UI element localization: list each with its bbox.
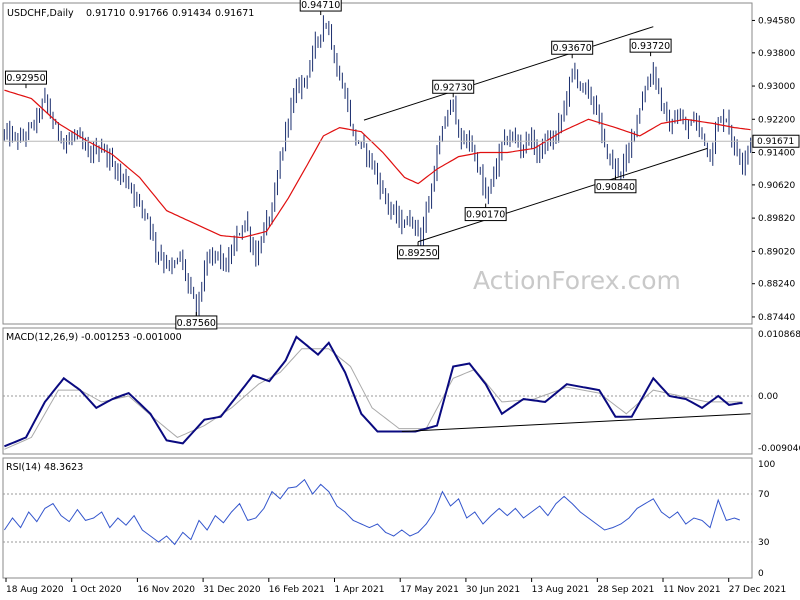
price-annotation: 0.87560 [175, 311, 218, 330]
price-annotation: 0.94710 [299, 0, 342, 16]
macd-line [4, 335, 743, 448]
annotation-box [594, 179, 637, 194]
rsi-title: RSI(14) 48.3623 [6, 462, 83, 473]
annotation-box [4, 70, 47, 85]
annotation-box [464, 207, 507, 222]
channel-line-0 [363, 26, 654, 121]
annotation-text: 0.93670 [553, 43, 592, 54]
macd-trendline [401, 413, 751, 433]
annotation-box [175, 315, 218, 330]
macd-tick-label: -0.009046 [758, 444, 800, 454]
x-tick-label: 30 Jun 2021 [466, 585, 520, 595]
x-tick-label: 1 Oct 2020 [72, 585, 122, 595]
annotation-box [551, 40, 594, 55]
axes: 0.94580 0.93800 0.93000 0.92200 0.91400 0.906… [5, 16, 800, 595]
x-tick-label: 18 Aug 2020 [6, 585, 64, 595]
close-value: 0.91671 [215, 8, 254, 19]
x-tick-label: 17 May 2021 [400, 585, 459, 595]
annotation-text: 0.87560 [177, 318, 216, 329]
x-tick-label: 1 Apr 2021 [335, 585, 385, 595]
high-value: 0.91766 [129, 8, 168, 19]
annotation-text: 0.90170 [466, 210, 505, 221]
price-annotation: 0.89250 [397, 241, 440, 260]
moving-average-line [4, 89, 751, 239]
price-tick-label: 0.88240 [758, 280, 795, 290]
last-price-label: 0.91671 [757, 137, 794, 147]
annotation-text: 0.94710 [301, 0, 340, 11]
annotation-box [432, 79, 475, 94]
symbol-label: USDCHF,Daily [7, 8, 74, 19]
channel-line-1 [417, 147, 708, 243]
rsi-tick-label: 70 [758, 490, 770, 500]
x-tick-label: 31 Dec 2020 [203, 585, 261, 595]
rsi-tick-label: 100 [758, 460, 775, 470]
price-header: USDCHF,Daily 0.91710 0.91766 0.91434 0.9… [7, 8, 254, 19]
rsi-tick-label: 0 [758, 569, 764, 579]
macd-signal-line [4, 348, 743, 450]
x-tick-label: 27 Dec 2021 [729, 585, 787, 595]
price-tick-label: 0.93000 [758, 82, 795, 92]
annotation-box [629, 38, 672, 53]
price-tick-label: 0.91400 [758, 148, 795, 158]
price-annotation: 0.92950 [4, 70, 47, 89]
pane-frame-1 [2, 327, 753, 455]
x-tick-label: 16 Feb 2021 [269, 585, 325, 595]
macd-tick-label: 0.00 [758, 392, 778, 402]
panes [2, 2, 753, 579]
macd-title: MACD(12,26,9) -0.001253 -0.001000 [6, 332, 182, 343]
annotation-box [299, 0, 342, 12]
price-tick-label: 0.92200 [758, 115, 795, 125]
annotation-text: 0.90840 [596, 182, 635, 193]
annotation-text: 0.92730 [434, 82, 473, 93]
price-pane: 0.92950 0.87560 0.94710 0.92730 0.89250 0.901… [3, 0, 752, 330]
rsi-pane [3, 478, 752, 546]
rsi-line [3, 478, 740, 546]
price-annotation: 0.93670 [551, 40, 594, 59]
price-annotation: 0.92730 [432, 79, 475, 98]
open-value: 0.91710 [86, 8, 125, 19]
x-tick-label: 28 Sep 2021 [597, 585, 654, 595]
annotation-text: 0.89250 [398, 248, 437, 259]
price-tick-label: 0.87440 [758, 313, 795, 323]
ohlc-bars [3, 15, 752, 322]
last-price-tag [752, 134, 800, 148]
price-annotation: 0.93720 [629, 38, 672, 57]
pane-frame-0 [2, 2, 753, 325]
low-value: 0.91434 [172, 8, 211, 19]
price-tick-label: 0.93800 [758, 49, 795, 59]
price-tick-label: 0.94580 [758, 16, 795, 26]
x-tick-label: 16 Nov 2020 [137, 585, 195, 595]
x-tick-label: 13 Aug 2021 [532, 585, 590, 595]
price-tick-label: 0.89820 [758, 214, 795, 224]
price-tick-label: 0.89020 [758, 247, 795, 257]
macd-tick-label: 0.010868 [758, 330, 800, 340]
macd-pane [3, 335, 752, 450]
watermark: ActionForex.com [473, 266, 681, 295]
pane-frame-2 [2, 457, 753, 579]
annotation-text: 0.92950 [6, 73, 45, 84]
annotation-box [397, 245, 440, 260]
x-tick-label: 11 Nov 2021 [663, 585, 721, 595]
annotation-text: 0.93720 [631, 41, 670, 52]
price-annotation: 0.90170 [464, 203, 507, 222]
price-tick-label: 0.90620 [758, 181, 795, 191]
price-annotation: 0.90840 [594, 175, 637, 194]
rsi-tick-label: 30 [758, 538, 770, 548]
